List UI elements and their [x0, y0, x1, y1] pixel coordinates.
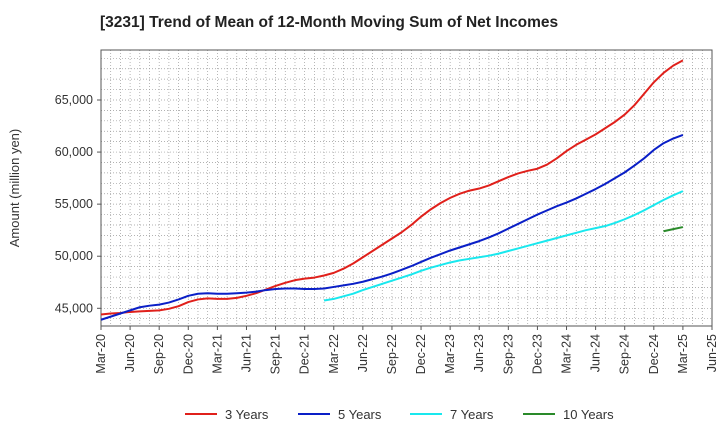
x-tick-label: Jun-23 [472, 334, 486, 372]
x-tick-label: Jun-20 [123, 334, 137, 372]
x-tick-label: Dec-23 [530, 334, 544, 374]
chart-title: [3231] Trend of Mean of 12-Month Moving … [100, 14, 559, 31]
y-tick-label: 60,000 [55, 145, 93, 159]
x-tick-label: Sep-21 [269, 334, 283, 374]
plot-area [101, 50, 712, 326]
y-tick-label: 45,000 [55, 301, 93, 315]
y-tick-label: 65,000 [55, 93, 93, 107]
x-tick-label: Jun-25 [705, 334, 719, 372]
series-line-3-years [100, 59, 684, 316]
x-tick-label: Mar-22 [327, 334, 341, 374]
series-line-10-years [663, 226, 684, 233]
legend-label: 3 Years [225, 407, 269, 422]
x-tick-label: Jun-24 [589, 334, 603, 372]
series-line-5-years [100, 133, 684, 321]
plot-frame [100, 49, 713, 327]
y-axis-label: Amount (million yen) [7, 129, 22, 248]
x-tick-label: Dec-20 [181, 334, 195, 374]
x-tick-label: Jun-21 [239, 334, 253, 372]
x-tick-label: Sep-20 [152, 334, 166, 374]
legend-label: 5 Years [338, 407, 382, 422]
x-tick-label: Dec-24 [647, 334, 661, 374]
legend-label: 7 Years [450, 407, 494, 422]
legend-label: 10 Years [563, 407, 614, 422]
x-tick-label: Jun-22 [356, 334, 370, 372]
x-tick-label: Dec-22 [414, 334, 428, 374]
y-tick-label: 55,000 [55, 197, 93, 211]
x-tick-label: Mar-21 [210, 334, 224, 374]
x-tick-label: Mar-24 [560, 334, 574, 374]
x-tick-label: Mar-23 [443, 334, 457, 374]
x-tick-label: Sep-22 [385, 334, 399, 374]
x-tick-label: Mar-25 [676, 334, 690, 374]
x-tick-label: Dec-21 [298, 334, 312, 374]
x-tick-label: Sep-23 [501, 334, 515, 374]
series-line-7-years [323, 190, 684, 302]
x-tick-label: Sep-24 [618, 334, 632, 374]
y-tick-label: 50,000 [55, 249, 93, 263]
x-tick-label: Mar-20 [94, 334, 108, 374]
